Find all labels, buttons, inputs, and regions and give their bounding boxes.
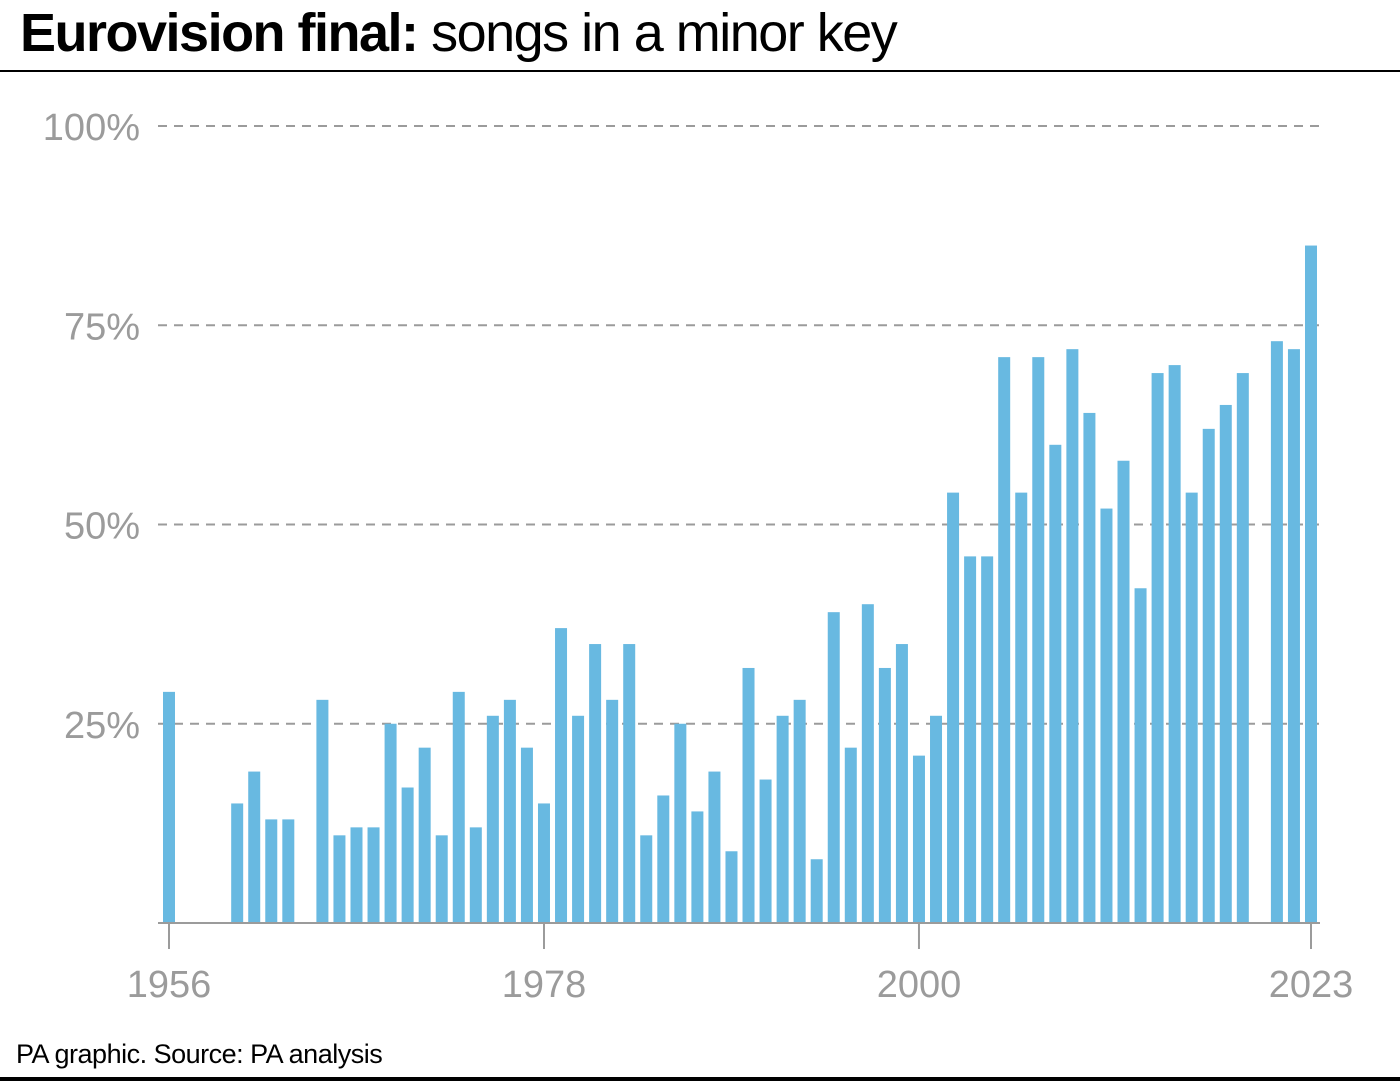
y-tick-label: 75% [64, 306, 140, 348]
bar-2023 [1305, 245, 1317, 924]
chart-title: Eurovision final: songs in a minor key [20, 2, 898, 64]
bar-2000 [912, 755, 925, 923]
bar-2014 [1151, 373, 1164, 923]
bar-2013 [1134, 588, 1147, 923]
bar-1963 [282, 819, 295, 923]
bar-2022 [1287, 349, 1300, 923]
bar-2002 [947, 492, 960, 923]
bar-1965 [316, 699, 329, 923]
bar-2016 [1185, 492, 1198, 923]
bar-2003 [964, 556, 977, 923]
bars [163, 245, 1317, 924]
bar-2009 [1066, 349, 1079, 923]
chart-title-bold: Eurovision final: [20, 3, 419, 63]
chart-title-rest: songs in a minor key [431, 3, 898, 63]
bar-1985 [657, 795, 670, 923]
bar-1982 [606, 699, 619, 923]
bar-1990 [742, 667, 755, 923]
title-rule [0, 70, 1400, 72]
bar-1991 [759, 779, 772, 923]
x-axis [158, 922, 1320, 949]
bar-1962 [265, 819, 278, 923]
bar-2010 [1083, 412, 1096, 923]
bar-1980 [572, 715, 585, 923]
bar-1984 [640, 835, 653, 923]
bar-1986 [674, 723, 687, 923]
bar-1973 [452, 691, 465, 923]
bar-1981 [589, 644, 602, 923]
bar-1956 [163, 691, 175, 923]
bar-1987 [691, 811, 704, 923]
bar-1995 [827, 612, 840, 923]
bar-1967 [350, 827, 363, 923]
bar-2004 [981, 556, 994, 923]
bar-2007 [1032, 357, 1045, 923]
bar-1979 [555, 628, 568, 923]
y-tick-labels: 25% 50% 75% 100% [43, 107, 140, 747]
bar-1960 [231, 803, 244, 923]
bar-2019 [1236, 373, 1249, 923]
y-tick-label: 100% [43, 107, 140, 149]
bar-chart: 25% 50% 75% 100% 1956 1978 2000 2023 [43, 107, 1354, 1006]
bar-1978 [537, 803, 550, 923]
bar-1992 [776, 715, 789, 923]
y-tick-label: 25% [64, 705, 140, 747]
bar-2021 [1270, 341, 1283, 923]
bar-2008 [1049, 444, 1062, 923]
x-tick-label: 2000 [877, 964, 962, 1006]
bar-1975 [486, 715, 499, 923]
bar-2001 [930, 715, 943, 923]
bar-2005 [998, 357, 1011, 923]
bar-1998 [878, 667, 891, 923]
bar-1994 [810, 859, 823, 923]
y-tick-label: 50% [64, 506, 140, 548]
bar-1999 [895, 644, 908, 923]
gridlines [158, 125, 1320, 725]
bar-2006 [1015, 492, 1028, 923]
x-tick-label: 1978 [502, 964, 587, 1006]
bar-1977 [520, 747, 533, 923]
bar-2015 [1168, 365, 1181, 924]
bar-1961 [248, 771, 261, 923]
bar-1983 [623, 644, 636, 923]
bar-2011 [1100, 508, 1113, 923]
bar-1996 [844, 747, 857, 923]
bar-1997 [861, 604, 874, 923]
bar-1989 [725, 851, 738, 923]
bar-1970 [401, 787, 414, 923]
x-tick-label: 1956 [127, 964, 212, 1006]
bar-1966 [333, 835, 346, 923]
bar-1976 [503, 699, 516, 923]
bar-2017 [1202, 428, 1215, 923]
bar-1972 [435, 835, 448, 923]
bar-1988 [708, 771, 721, 923]
x-tick-labels: 1956 1978 2000 2023 [127, 964, 1354, 1006]
bar-1993 [793, 699, 806, 923]
bar-1969 [384, 723, 397, 923]
bar-1971 [418, 747, 431, 923]
bar-2018 [1219, 404, 1232, 923]
bar-2012 [1117, 460, 1130, 923]
source-note: PA graphic. Source: PA analysis [16, 1039, 383, 1069]
bar-1974 [469, 827, 482, 923]
bottom-rule [0, 1077, 1400, 1081]
bar-1968 [367, 827, 380, 923]
x-tick-label: 2023 [1269, 964, 1354, 1006]
